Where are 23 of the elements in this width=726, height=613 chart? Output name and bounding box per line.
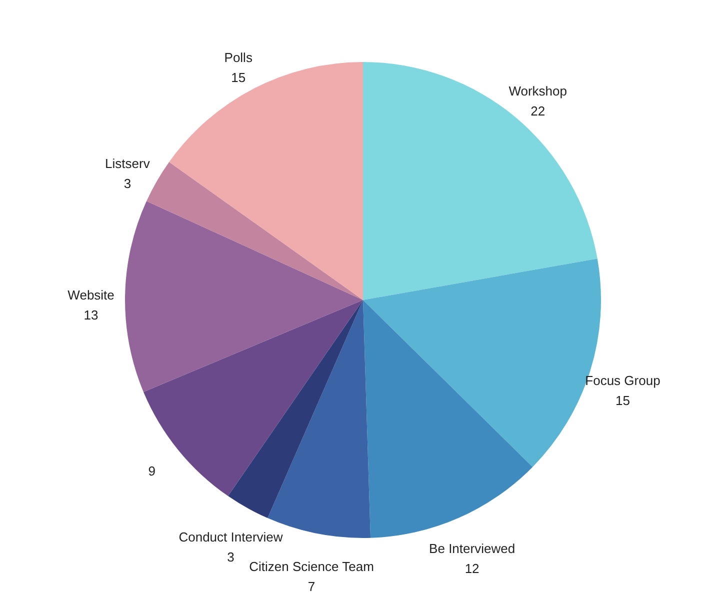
data-label: 9 [148, 464, 156, 479]
data-label: 7 [308, 579, 316, 594]
pie-slice [169, 62, 363, 300]
data-label: 22 [530, 104, 546, 119]
slice-label: Workshop [508, 84, 567, 99]
data-label: 12 [464, 561, 480, 576]
pie-slice [363, 300, 533, 538]
data-label: 3 [227, 550, 234, 565]
slice-label: Be Interviewed [429, 541, 516, 556]
data-label: 15 [616, 392, 630, 408]
pie-slice [363, 62, 598, 300]
data-label: 3 [124, 176, 132, 191]
pie-slice [143, 300, 363, 496]
slice-label: Focus Group [585, 372, 660, 388]
data-label: 15 [231, 70, 246, 86]
pie-slice [125, 201, 363, 392]
data-label: 13 [84, 308, 98, 323]
slice-label: Conduct Interview [178, 530, 284, 545]
pie-slice [228, 300, 363, 518]
slice-label: Polls [224, 50, 253, 66]
slice-label: Listserv [105, 156, 150, 171]
slice-label: Website [68, 288, 114, 303]
slice-label: Citizen Science Team [249, 559, 374, 574]
